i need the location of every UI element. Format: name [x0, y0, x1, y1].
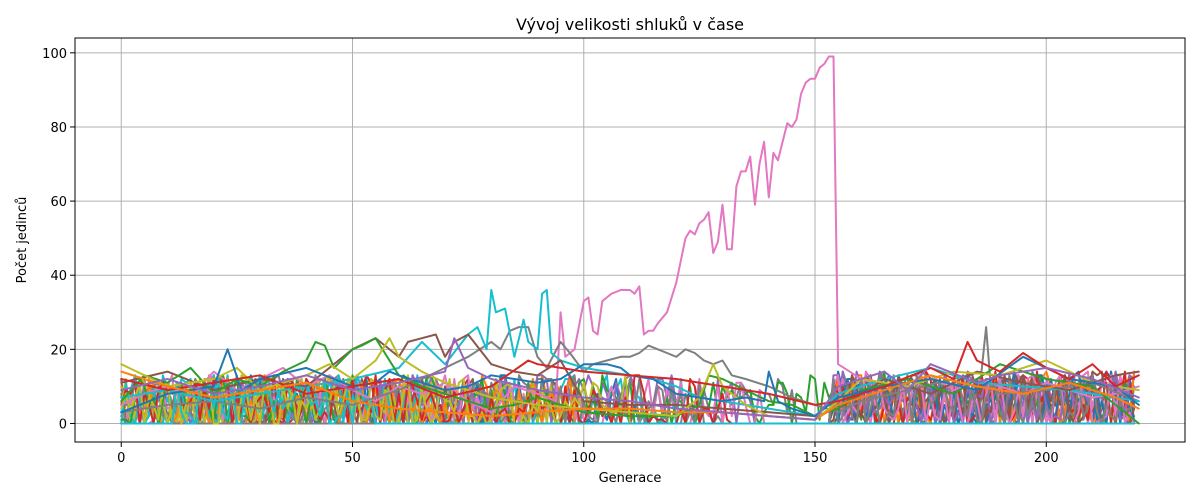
- y-tick-label: 40: [50, 269, 67, 284]
- series-line: [120, 348, 1140, 418]
- series-group: [120, 55, 1140, 425]
- x-axis-label: Generace: [599, 471, 662, 486]
- y-tick-label: 60: [50, 195, 67, 210]
- y-ticks: 0 20 40 60 80 100: [42, 47, 75, 432]
- y-tick-label: 80: [50, 121, 67, 136]
- y-tick-label: 100: [42, 47, 67, 62]
- y-tick-label: 20: [50, 343, 67, 358]
- series-line: [120, 340, 1140, 406]
- background-series-group: [120, 370, 1136, 425]
- series-line: [120, 337, 1140, 421]
- x-ticks: 0 50 100 150 200: [117, 442, 1059, 466]
- y-tick-label: 0: [59, 417, 67, 432]
- plot-frame: [74, 37, 1186, 443]
- series-line: [120, 55, 1140, 414]
- series-line: [120, 370, 1140, 421]
- x-tick-label: 50: [344, 451, 361, 466]
- x-tick-label: 150: [803, 451, 828, 466]
- chart-title: Vývoj velikosti shluků v čase: [516, 15, 744, 34]
- series-line: [120, 326, 1140, 414]
- x-tick-label: 200: [1034, 451, 1059, 466]
- y-axis-label: Počet jedinců: [15, 197, 30, 284]
- x-tick-label: 0: [117, 451, 125, 466]
- x-tick-label: 100: [571, 451, 596, 466]
